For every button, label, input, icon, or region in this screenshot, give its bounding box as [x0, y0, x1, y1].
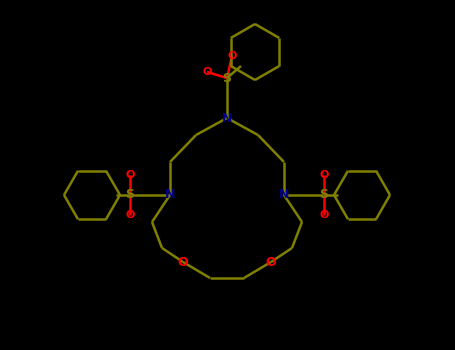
Text: O: O — [178, 256, 188, 268]
Text: S: S — [319, 189, 329, 202]
Text: O: O — [266, 256, 276, 268]
Text: O: O — [319, 170, 329, 180]
Text: O: O — [125, 170, 135, 180]
Text: N: N — [222, 112, 232, 125]
Text: O: O — [202, 67, 212, 77]
Text: O: O — [319, 210, 329, 220]
Text: N: N — [279, 189, 289, 202]
Text: S: S — [126, 189, 135, 202]
Text: O: O — [228, 51, 237, 61]
Text: N: N — [165, 189, 175, 202]
Text: O: O — [125, 210, 135, 220]
Text: S: S — [222, 71, 232, 84]
